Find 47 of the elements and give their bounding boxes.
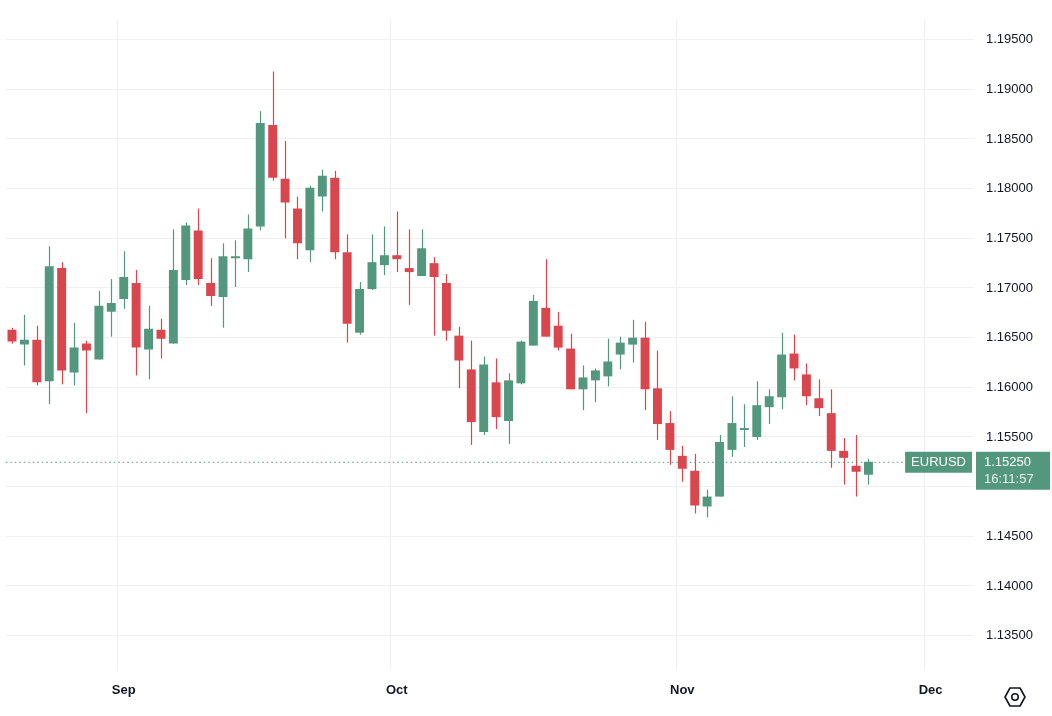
candlestick [615, 336, 625, 371]
candlestick [19, 314, 29, 367]
candlestick [82, 340, 91, 414]
y-tick-label: 1.18500 [986, 130, 1033, 146]
y-tick-label: 1.18000 [986, 180, 1033, 196]
y-tick-label: 1.19500 [986, 31, 1033, 47]
candlestick [206, 257, 216, 307]
candlestick [553, 311, 563, 352]
candlestick [429, 256, 439, 337]
y-tick-label: 1.14500 [986, 527, 1033, 543]
y-tick-label: 1.16000 [986, 378, 1033, 394]
y-tick-label: 1.17000 [986, 279, 1033, 295]
candlestick [801, 362, 811, 406]
y-tick-label: 1.16500 [986, 329, 1033, 345]
y-tick-label: 1.13500 [986, 627, 1033, 643]
candlestick [702, 489, 712, 519]
candlestick [392, 210, 402, 273]
y-tick-label: 1.19000 [986, 80, 1033, 96]
candlestick [230, 239, 240, 288]
candlestick [578, 364, 588, 411]
candlestick [106, 278, 116, 338]
candlestick [839, 437, 849, 486]
candlestick [404, 228, 414, 306]
x-tick-label: Dec [918, 681, 943, 697]
candlestick [379, 225, 389, 276]
candlestick [628, 319, 638, 364]
candlestick [119, 250, 129, 310]
candlestick [851, 434, 861, 498]
ref-line-label: EURUSD [911, 454, 967, 470]
candlestick [144, 305, 154, 380]
candlestick [590, 367, 600, 403]
candlestick [739, 403, 749, 448]
candlestick [814, 378, 824, 417]
candlestick [677, 445, 687, 483]
y-tick-label: 1.14000 [986, 577, 1033, 593]
x-tick-label: Sep [111, 681, 136, 697]
candlestick [156, 318, 166, 360]
candlestick [764, 388, 774, 425]
candlestick [317, 169, 327, 213]
candlestick [603, 338, 613, 387]
y-tick-label: 1.15500 [986, 428, 1033, 444]
text: 16:11:57 [984, 471, 1034, 487]
x-tick-label: Oct [385, 681, 409, 697]
x-tick-label: Nov [670, 681, 696, 697]
candlestick [280, 140, 290, 239]
text: 1.15250 [984, 454, 1031, 470]
y-tick-label: 1.17500 [986, 229, 1033, 245]
